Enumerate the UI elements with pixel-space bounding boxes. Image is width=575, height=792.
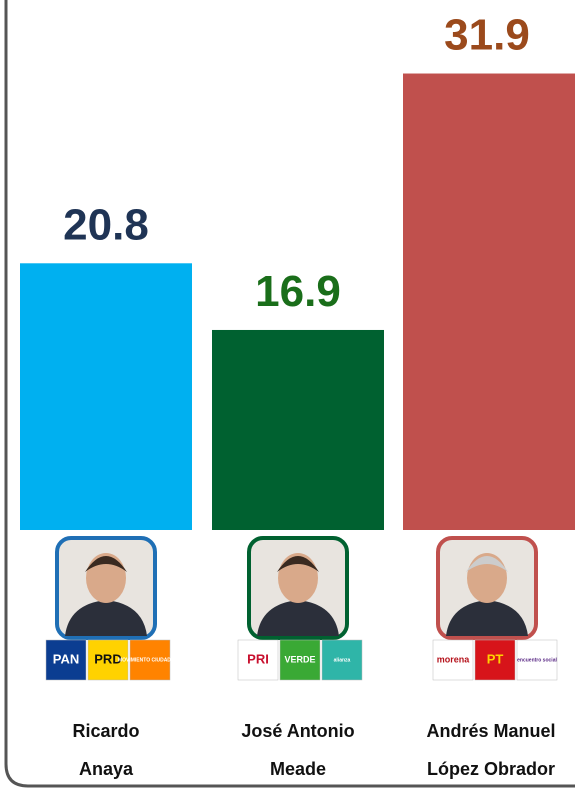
party-logo-label: alianza <box>334 657 351 663</box>
party-logo <box>474 639 516 681</box>
party-logo-label: encuentro social <box>517 657 557 663</box>
frame <box>4 0 575 788</box>
party-logo <box>321 639 363 681</box>
party-logo-label: VERDE <box>284 654 315 664</box>
party-logo-label: PRI <box>247 651 269 666</box>
party-logo-label: PT <box>487 651 504 666</box>
party-logo <box>279 639 321 681</box>
party-logo-label: morena <box>437 654 471 664</box>
bar <box>212 329 384 530</box>
party-logo <box>129 639 171 681</box>
party-logo <box>87 639 129 681</box>
party-logo-label: PAN <box>53 651 79 666</box>
portrait-body <box>65 600 147 636</box>
portrait-body <box>446 600 528 636</box>
bar <box>403 73 575 531</box>
party-logo <box>45 639 87 681</box>
portrait-body <box>257 600 339 636</box>
party-logo <box>516 639 558 681</box>
x-tick-label: José Antonio Meade <box>241 721 355 779</box>
portrait-hair <box>466 556 508 572</box>
portrait-hair <box>277 556 319 572</box>
value-label: 20.8 <box>63 200 149 249</box>
party-logo <box>237 639 279 681</box>
x-tick-label: Andrés Manuel López Obrador <box>426 721 556 779</box>
x-tick-label: Ricardo Anaya <box>72 721 140 779</box>
portrait-hair <box>85 556 127 572</box>
party-logo-label: MOVIMIENTO CIUDADANO <box>118 657 182 663</box>
value-label: 31.9 <box>444 11 530 60</box>
bar <box>20 263 192 530</box>
party-logo-label: PRD <box>94 651 121 666</box>
party-logo <box>432 639 474 681</box>
value-label: 16.9 <box>255 267 341 316</box>
